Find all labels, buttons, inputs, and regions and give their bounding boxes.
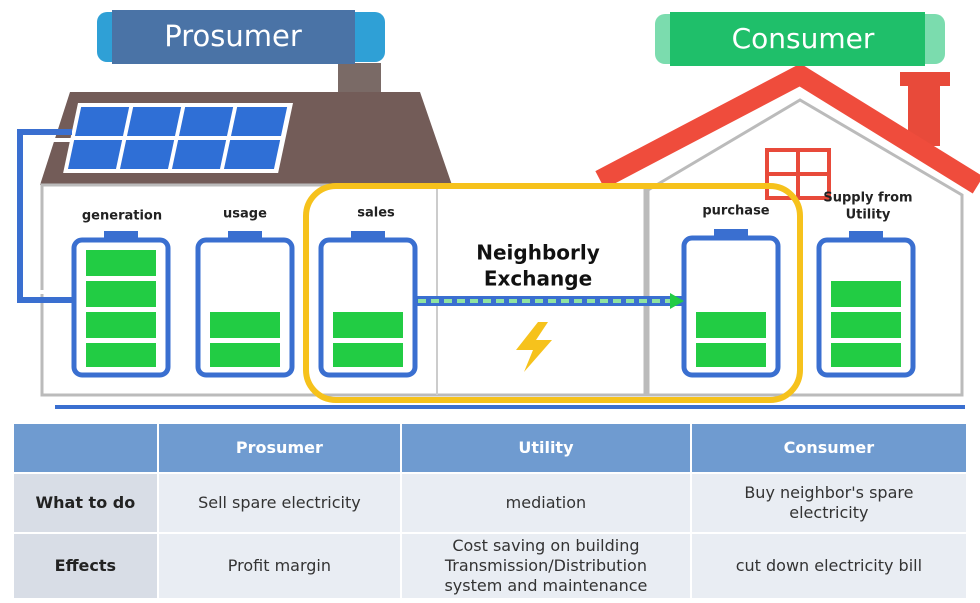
exchange-label: Neighborly [476, 241, 600, 265]
row: Effects Profit margin Cost saving on bui… [12, 532, 969, 600]
header-row: Prosumer Utility Consumer [12, 422, 969, 474]
cell: Buy neighbor's spare electricity [689, 472, 969, 534]
cell: cut down electricity bill [689, 532, 969, 600]
battery [318, 231, 418, 378]
battery-label: generation [82, 209, 162, 224]
cell: mediation [400, 472, 692, 534]
arrow-head [670, 293, 684, 309]
consumer-title: Consumer [732, 22, 875, 55]
banner [112, 10, 355, 64]
diagram: Prosumer Consumer generation usage sales… [17, 10, 980, 409]
cell: Cost saving on building Transmission/Dis… [400, 532, 692, 600]
exchange-label: Exchange [484, 267, 592, 291]
corner-cell [12, 422, 159, 474]
battery-label: Utility [846, 208, 891, 223]
lightning [516, 322, 552, 372]
header-cell: Prosumer [156, 422, 403, 474]
row-label: Effects [12, 532, 159, 600]
exchange-highlight [303, 183, 803, 403]
header-cell: Consumer [689, 422, 969, 474]
battery-label: purchase [702, 204, 769, 219]
window [765, 148, 831, 200]
row-label: What to do [12, 472, 159, 534]
cell: Profit margin [156, 532, 403, 600]
roof [595, 63, 980, 194]
header-cell: Utility [400, 422, 692, 474]
solar-panel [63, 103, 293, 173]
battery [816, 231, 916, 378]
pipe [17, 129, 72, 303]
battery-label: sales [357, 206, 395, 221]
chimney-cap [900, 72, 950, 86]
battery [681, 229, 781, 378]
battery [71, 231, 171, 378]
battery-label: Supply from [823, 191, 912, 206]
battery-label: usage [223, 207, 267, 222]
prosumer-title: Prosumer [164, 19, 302, 53]
cell: Sell spare electricity [156, 472, 403, 534]
row: What to do Sell spare electricity mediat… [12, 472, 969, 534]
comparison-table: Prosumer Utility Consumer What to do Sel… [12, 422, 969, 600]
battery [195, 231, 295, 378]
banner [670, 12, 925, 66]
chimney [338, 63, 381, 95]
pipe-inner [26, 138, 72, 294]
ground [55, 405, 965, 409]
